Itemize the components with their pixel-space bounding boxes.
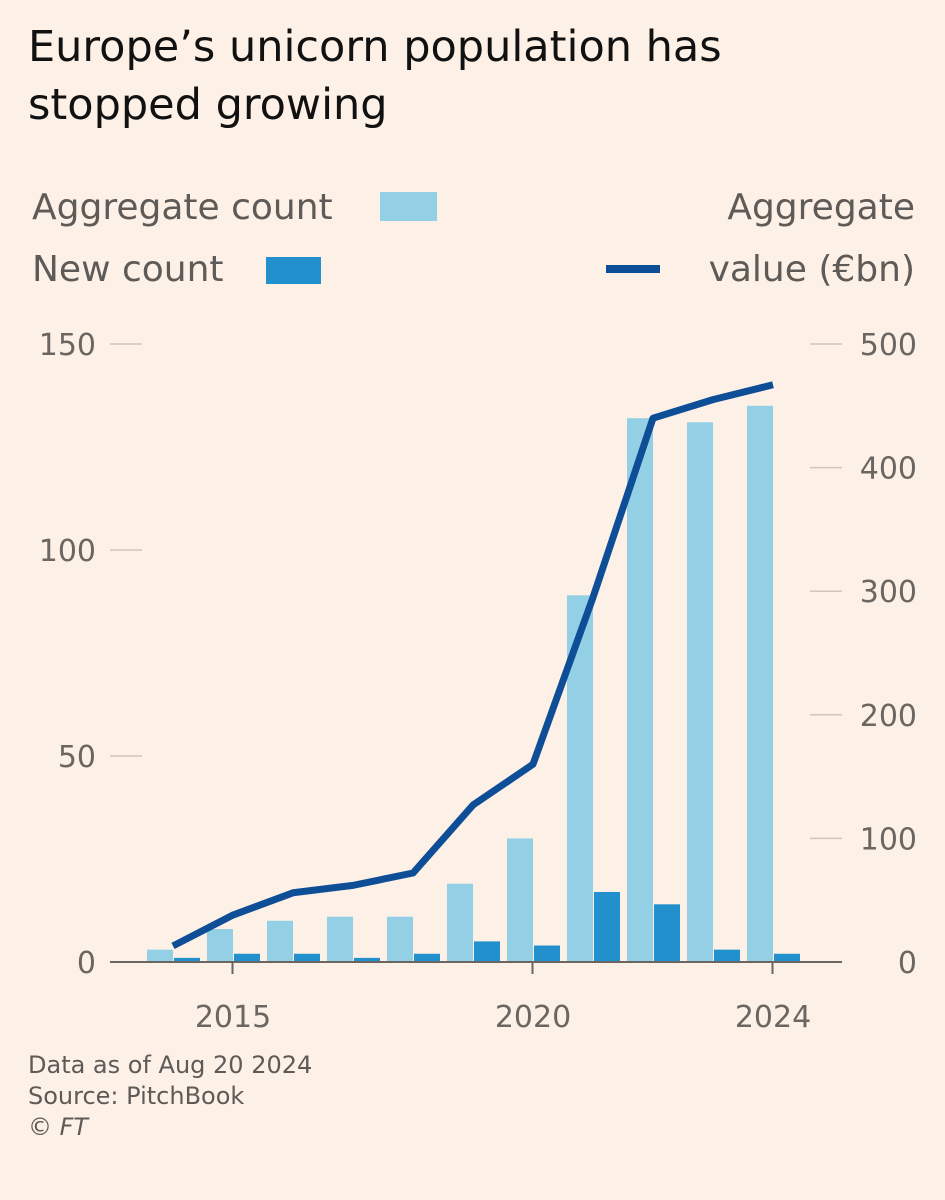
new-count-bar [354,957,380,962]
aggregate-count-bar [747,405,773,962]
x-tick-label: 2020 [495,1000,571,1035]
aggregate-count-bar [687,422,713,962]
left-tick-label: 50 [58,740,96,775]
aggregate-count-bar [147,949,173,962]
new-count-bar [714,949,740,962]
left-tick-label: 100 [39,534,96,569]
footer-source: Source: PitchBook [28,1082,245,1110]
new-count-bar [174,957,200,962]
aggregate-count-bar [267,920,293,962]
new-count-bar [234,953,260,962]
aggregate-count-bar [207,929,233,962]
new-count-bar [534,945,560,962]
right-tick-label: 0 [898,946,917,981]
new-count-bar [654,904,680,962]
chart-title: Europe’s unicorn population has stopped … [28,18,908,134]
aggregate-count-bar [327,916,353,962]
new-count-bar [414,953,440,962]
new-count-bar [594,891,620,962]
right-tick-label: 400 [860,452,917,487]
chart-footer: Data as of Aug 20 2024 Source: PitchBook… [28,1050,312,1143]
aggregate-value-line [171,381,774,950]
left-tick-label: 0 [77,946,96,981]
left-axis: 0 50 100 150 [39,328,142,981]
new-count-bar [474,941,500,962]
left-tick-label: 150 [39,328,96,363]
chart-title-line1: Europe’s unicorn population has [28,22,722,72]
legend-aggregate-value-swatch [606,265,660,273]
new-count-bars [174,891,800,962]
legend-aggregate-value-label-line2: value (€bn) [708,249,915,290]
legend-aggregate-count-swatch [380,192,437,221]
x-tick-label: 2024 [735,1000,811,1035]
footer-copyright: © FT [28,1113,89,1141]
right-tick-label: 500 [860,328,917,363]
aggregate-count-bar [507,838,533,962]
footer-data-date: Data as of Aug 20 2024 [28,1051,313,1079]
right-axis: 0 100 200 300 400 500 [810,328,917,981]
new-count-bar [294,953,320,962]
right-tick-label: 100 [860,822,917,857]
chart-title-line2: stopped growing [28,80,388,130]
legend-new-count-label: New count [32,249,224,290]
aggregate-count-bar [387,916,413,962]
right-tick-label: 300 [860,575,917,610]
new-count-bar [774,953,800,962]
right-tick-label: 200 [860,699,917,734]
aggregate-count-bars [147,405,773,962]
x-axis: 2015 2020 2024 [110,961,842,1035]
aggregate-count-bar [447,883,473,962]
legend-aggregate-count-label: Aggregate count [32,187,333,228]
chart-area: 0 50 100 150 0 100 200 300 400 500 2015 2020 2024 [39,328,917,1035]
x-tick-label: 2015 [195,1000,271,1035]
legend-new-count-swatch [266,257,321,284]
aggregate-count-bar [627,418,653,962]
aggregate-value-line-group [171,381,774,950]
legend-aggregate-value-label-line1: Aggregate [727,187,915,228]
